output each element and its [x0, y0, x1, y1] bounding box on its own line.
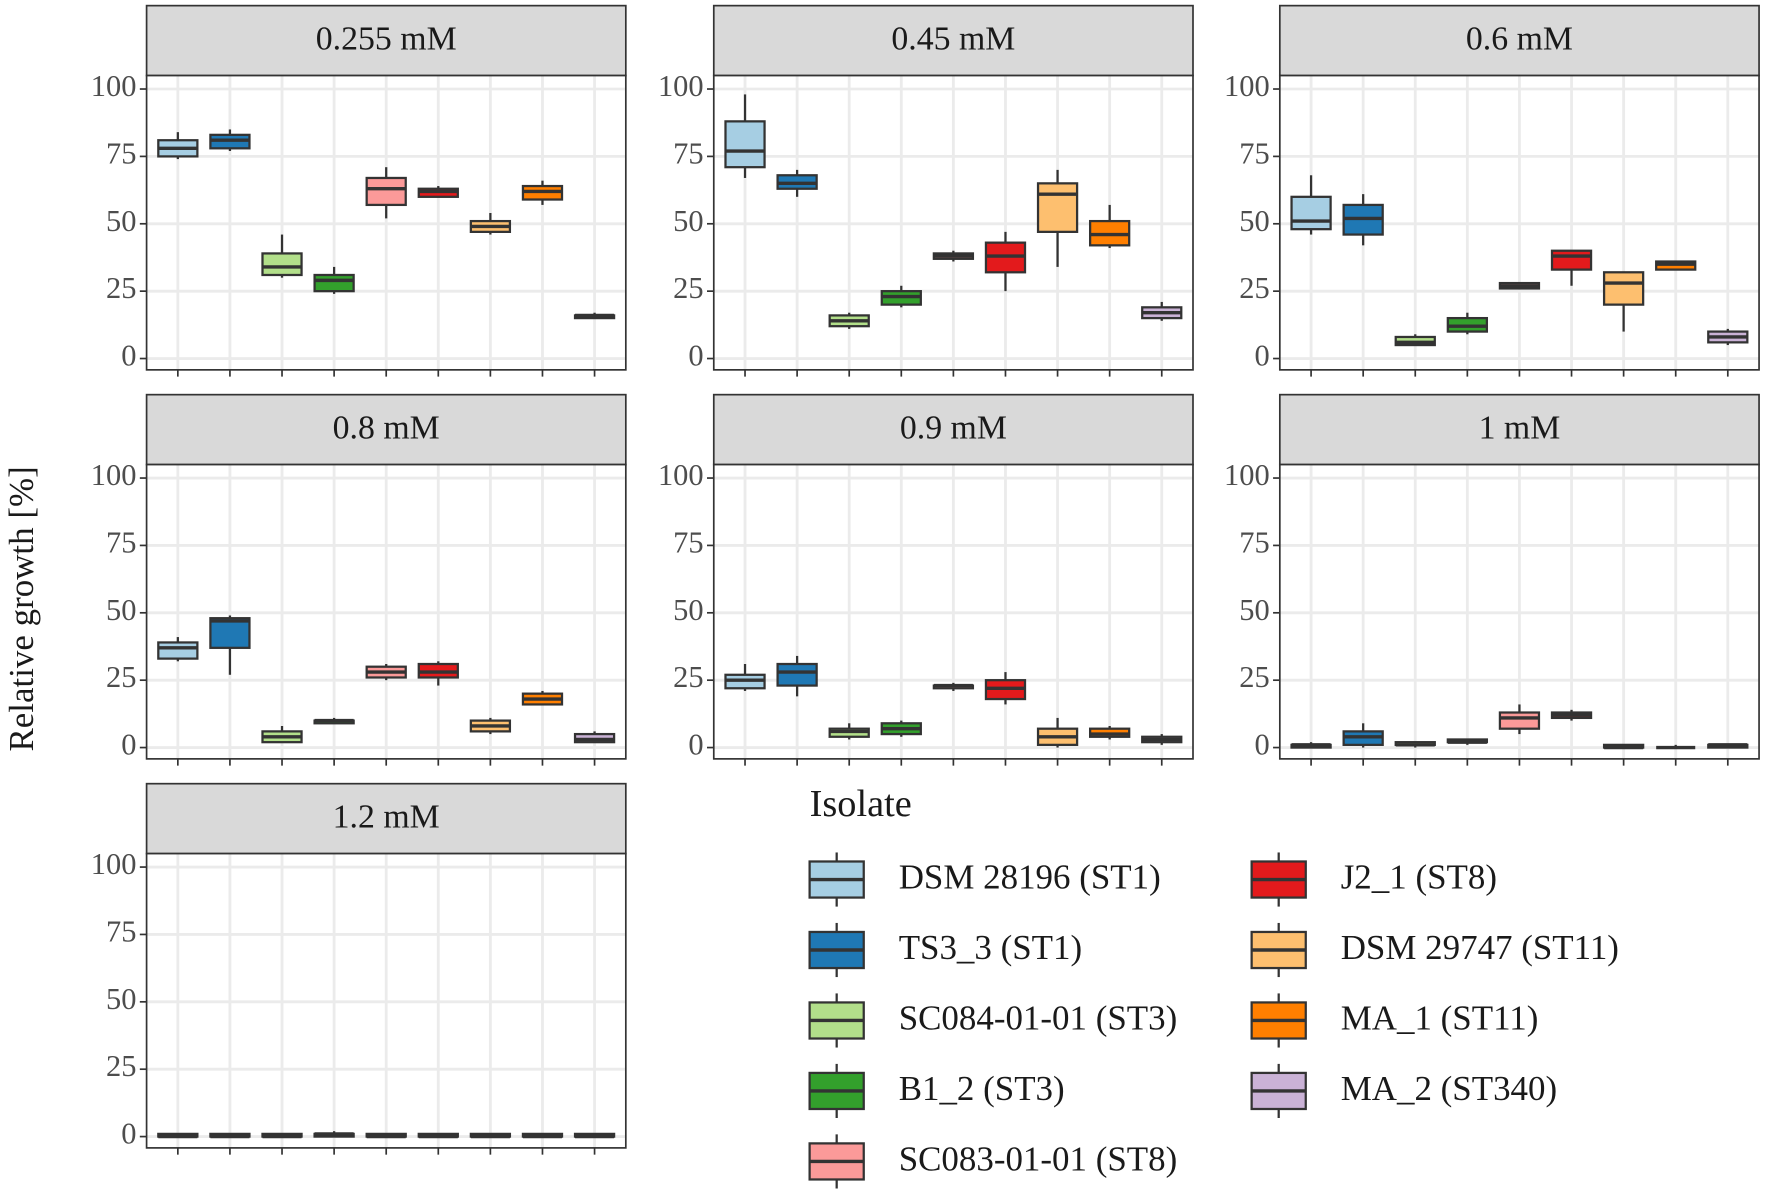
y-tick-label: 75: [673, 136, 703, 170]
legend-label: SC083-01-01 (ST8): [899, 1140, 1178, 1179]
box: [313, 273, 355, 293]
y-tick-label: 100: [91, 847, 137, 881]
box: [365, 176, 407, 207]
box: [776, 662, 818, 687]
box: [1550, 249, 1593, 271]
strip-title: 0.255 mM: [316, 20, 457, 57]
y-tick-label: 0: [121, 339, 136, 373]
strip: [145, 782, 627, 855]
strip-title: 0.45 mM: [891, 20, 1015, 57]
y-tick-label: 50: [673, 204, 703, 238]
y-tick-label: 25: [106, 660, 136, 694]
chart-body: Relative growth [%] Isolate 0.255 mM 0 25 5…: [2, 4, 1760, 1189]
y-tick-label: 100: [91, 458, 137, 492]
box: [1290, 195, 1332, 231]
box: [209, 617, 251, 649]
legend-label: DSM 28196 (ST1): [899, 858, 1161, 897]
strip: [145, 4, 627, 77]
panel-border: [145, 852, 627, 1149]
y-tick-label: 75: [106, 525, 136, 559]
strip: [712, 4, 1194, 77]
legend-title: Isolate: [810, 783, 912, 825]
y-tick-label: 50: [106, 982, 136, 1016]
y-tick-label: 0: [1254, 728, 1269, 762]
y-tick-label: 0: [1254, 339, 1269, 373]
y-tick-label: 0: [121, 728, 136, 762]
y-tick-label: 75: [106, 914, 136, 948]
legend-label: B1_2 (ST3): [899, 1069, 1065, 1108]
strip: [712, 393, 1194, 466]
box: [261, 252, 303, 277]
y-tick-label: 0: [121, 1117, 136, 1151]
y-tick-label: 50: [1239, 204, 1269, 238]
y-tick-label: 50: [1239, 593, 1269, 627]
y-tick-label: 100: [1224, 69, 1270, 103]
y-tick-label: 100: [91, 69, 137, 103]
box: [157, 641, 199, 660]
y-tick-label: 75: [673, 525, 703, 559]
y-tick-label: 100: [658, 458, 704, 492]
y-tick-label: 75: [1239, 136, 1269, 170]
y-tick-label: 0: [688, 728, 703, 762]
legend-label: TS3_3 (ST1): [899, 928, 1082, 967]
y-tick-label: 50: [106, 593, 136, 627]
panel-border: [145, 74, 627, 371]
y-tick-label: 25: [106, 1049, 136, 1083]
strip-title: 1.2 mM: [333, 799, 440, 836]
strip: [1278, 393, 1760, 466]
strip-title: 0.6 mM: [1466, 20, 1573, 57]
y-tick-label: 25: [1239, 271, 1269, 305]
y-tick-label: 0: [688, 339, 703, 373]
y-axis-label: Relative growth [%]: [2, 466, 41, 751]
y-tick-label: 25: [673, 271, 703, 305]
box: [1602, 271, 1645, 306]
y-tick-label: 25: [106, 271, 136, 305]
y-tick-label: 100: [1224, 458, 1270, 492]
y-tick-label: 50: [673, 593, 703, 627]
legend-label: MA_1 (ST11): [1341, 999, 1539, 1038]
strip-title: 0.8 mM: [333, 410, 440, 447]
legend-label: J2_1 (ST8): [1341, 858, 1497, 897]
y-tick-label: 100: [658, 69, 704, 103]
panel-border: [1278, 74, 1760, 371]
panel-border: [1278, 463, 1760, 760]
y-tick-label: 25: [673, 660, 703, 694]
strip-title: 0.9 mM: [900, 410, 1007, 447]
strip: [145, 393, 627, 466]
panel-border: [712, 463, 1194, 760]
legend-label: MA_2 (ST340): [1341, 1069, 1557, 1108]
legend-label: DSM 29747 (ST11): [1341, 928, 1619, 967]
strip-title: 1 mM: [1479, 410, 1561, 447]
y-tick-label: 75: [1239, 525, 1269, 559]
box: [1036, 182, 1079, 233]
legend-label: SC084-01-01 (ST3): [899, 999, 1178, 1038]
box: [1498, 711, 1541, 730]
y-tick-label: 75: [106, 136, 136, 170]
box: [724, 120, 766, 169]
panel-border: [712, 74, 1194, 371]
panel-border: [145, 463, 627, 760]
y-tick-label: 25: [1239, 660, 1269, 694]
y-tick-label: 50: [106, 204, 136, 238]
